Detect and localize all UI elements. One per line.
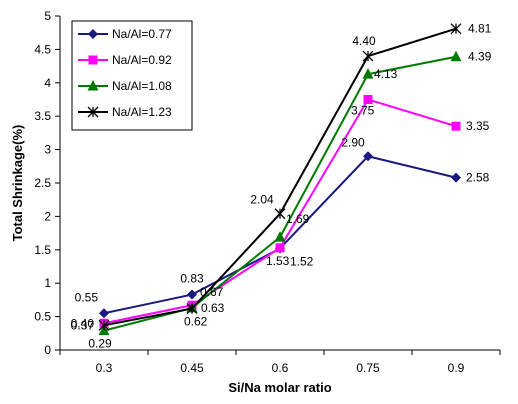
data-labels-layer: 0.55 0.83 1.52 2.90 2.58 0.40 0.67 1.53 3.75 3.35… (71, 22, 492, 351)
data-label: 3.75 (351, 104, 375, 118)
y-tick-label: 2 (44, 209, 51, 223)
data-label: 2.90 (341, 135, 365, 149)
data-point (274, 208, 286, 220)
legend-label: Na/Al=0.77 (112, 27, 172, 41)
y-tick-label: 1.5 (34, 243, 51, 257)
data-point (450, 50, 462, 62)
data-label: 2.58 (466, 171, 490, 185)
data-label: 3.35 (466, 119, 490, 133)
legend-label: Na/Al=0.92 (112, 53, 172, 67)
data-label: 4.81 (468, 22, 492, 36)
x-tick-label: 0.3 (96, 361, 113, 375)
data-label: 0.67 (200, 285, 224, 299)
y-tick-label: 3 (44, 143, 51, 157)
x-axis-title: Si/Na molar ratio (228, 380, 331, 395)
legend-marker (87, 80, 99, 91)
data-label: 4.13 (374, 67, 398, 81)
x-tick-label: 0.45 (180, 361, 204, 375)
data-point (98, 319, 110, 331)
data-point (186, 303, 198, 315)
legend-marker (87, 106, 99, 118)
series-star (98, 23, 462, 331)
data-point (362, 50, 374, 62)
legend-marker (88, 55, 98, 65)
data-label: 4.40 (352, 34, 376, 48)
data-point (450, 23, 462, 35)
y-tick-label: 3.5 (34, 109, 51, 123)
y-axis-title: Total Shrinkage(%) (10, 125, 25, 242)
legend-label: Na/Al=1.23 (112, 105, 172, 119)
legend-item: Na/Al=1.23 (78, 105, 172, 119)
legend-marker (88, 29, 98, 39)
data-label: 1.53 (266, 254, 290, 268)
y-tick-label: 4.5 (34, 42, 51, 56)
data-point (362, 68, 374, 79)
data-label: 0.29 (88, 337, 112, 351)
data-label: 0.63 (201, 301, 225, 315)
legend-item: Na/Al=0.77 (78, 27, 172, 41)
y-tick-label: 5 (44, 9, 51, 23)
y-tick-label: 0 (44, 343, 51, 357)
data-label: 1.69 (286, 212, 310, 226)
data-point (275, 243, 285, 253)
data-label: 0.62 (184, 315, 208, 329)
legend-label: Na/Al=1.08 (112, 79, 172, 93)
x-tick-label: 0.75 (356, 361, 380, 375)
data-label: 0.55 (75, 290, 99, 304)
legend: Na/Al=0.77 Na/Al=0.92 Na/Al=1.08 Na/Al=1.23 (71, 20, 193, 131)
x-tick-label: 0.6 (272, 361, 289, 375)
data-point (363, 151, 373, 162)
y-tick-label: 0.5 (34, 310, 51, 324)
legend-item: Na/Al=1.08 (78, 79, 172, 93)
data-point (451, 121, 461, 131)
axes: 00.511.522.533.544.550.3 0.45 0.6 0.75 0.9 (34, 9, 501, 375)
data-label: 2.04 (250, 193, 274, 207)
data-label: 4.39 (468, 50, 492, 64)
x-tick-label: 0.9 (448, 361, 465, 375)
y-tick-label: 2.5 (34, 176, 51, 190)
y-tick-label: 4 (44, 76, 51, 90)
data-point (99, 308, 109, 319)
series-layer (98, 23, 462, 336)
y-tick-label: 1 (44, 276, 51, 290)
data-point (451, 172, 461, 183)
data-label: 0.40 (71, 316, 95, 330)
data-label: 0.37 (71, 318, 95, 332)
data-point (274, 231, 286, 242)
legend-item: Na/Al=0.92 (78, 53, 172, 67)
data-label: 1.52 (290, 254, 314, 268)
data-point (363, 95, 373, 104)
data-point (187, 289, 197, 300)
data-label: 0.83 (180, 272, 204, 286)
